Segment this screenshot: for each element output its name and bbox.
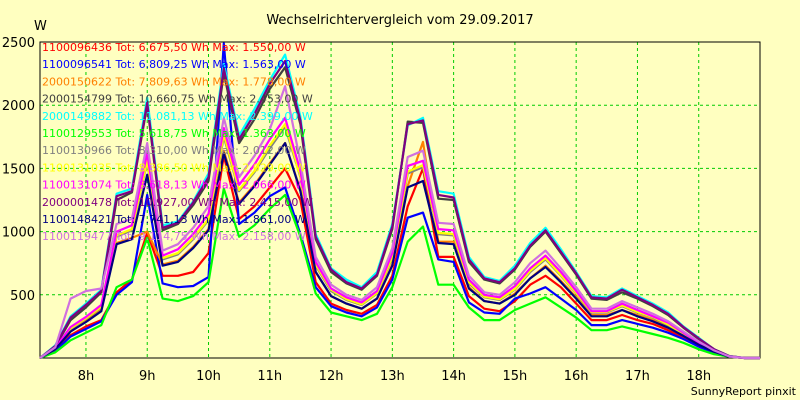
legend-entry-11: 1100148421 Tot: 7.741,13 Wh Max: 1.861,0… (42, 213, 306, 226)
legend-entry-8: 1100131035 Tot: 8.386,50 Wh Max: 2.029,0… (42, 161, 306, 174)
x-tick-label: 13h (380, 369, 405, 384)
y-tick-label: 1000 (2, 226, 35, 241)
x-tick-label: 12h (319, 369, 344, 384)
x-tick-label: 14h (441, 369, 466, 384)
x-tick-label: 16h (564, 369, 589, 384)
series-line-11 (39, 142, 760, 360)
x-tick-label: 9h (139, 369, 156, 384)
series-lines (39, 42, 760, 360)
series-line-6 (39, 187, 760, 360)
footer-credit: SunnyReport pinxit (691, 385, 797, 398)
legend: 1100096436 Tot: 6.675,50 Wh Max: 1.550,0… (42, 41, 313, 243)
x-tick-label: 11h (257, 369, 282, 384)
x-tick-label: 8h (78, 369, 95, 384)
legend-entry-1: 1100096436 Tot: 6.675,50 Wh Max: 1.550,0… (42, 41, 306, 54)
legend-entry-4: 2000154799 Tot: 10.660,75 Wh Max: 2.453,… (42, 93, 313, 106)
y-tick-label: 500 (10, 289, 35, 304)
y-axis-unit: W (34, 19, 47, 34)
x-tick-label: 10h (196, 369, 221, 384)
legend-entry-2: 1100096541 Tot: 6.809,25 Wh Max: 1.563,0… (42, 58, 306, 71)
x-tick-label: 18h (686, 369, 711, 384)
series-line-12 (39, 85, 760, 360)
legend-entry-12: 1100119477 Tot: 9.114,75 Wh Max: 2.158,0… (42, 230, 306, 243)
axes: 500 1000 1500 2000 2500 8h 9h 10h 11h 12h 13h 14h 15… (2, 36, 761, 384)
legend-entry-9: 1100131074 Tot: 8.618,13 Wh Max: 2.066,0… (42, 179, 306, 192)
legend-entry-10: 2000001478 Tot: 10.927,00 Wh Max: 2.415,… (42, 196, 313, 209)
legend-entry-6: 1100129553 Tot: 5.618,75 Wh Max: 1.363,0… (42, 127, 306, 140)
y-tick-label: 1500 (2, 162, 35, 177)
plot-frame (39, 41, 761, 359)
series-line-10 (39, 59, 760, 360)
y-tick-label: 2000 (2, 99, 35, 114)
chart-title: Wechselrichtervergleich vom 29.09.2017 (266, 13, 533, 28)
legend-entry-7: 1100130966 Tot: 8.310,00 Wh Max: 2.012,0… (42, 144, 306, 157)
x-tick-label: 17h (625, 369, 650, 384)
series-line-2 (39, 42, 760, 360)
legend-entry-3: 2000150622 Tot: 7.809,63 Wh Max: 1.778,0… (42, 75, 306, 88)
y-tick-label: 2500 (2, 36, 35, 51)
x-tick-label: 15h (503, 369, 528, 384)
legend-entry-5: 2000149882 Tot: 11.081,13 Wh Max: 2.399,… (42, 110, 313, 123)
